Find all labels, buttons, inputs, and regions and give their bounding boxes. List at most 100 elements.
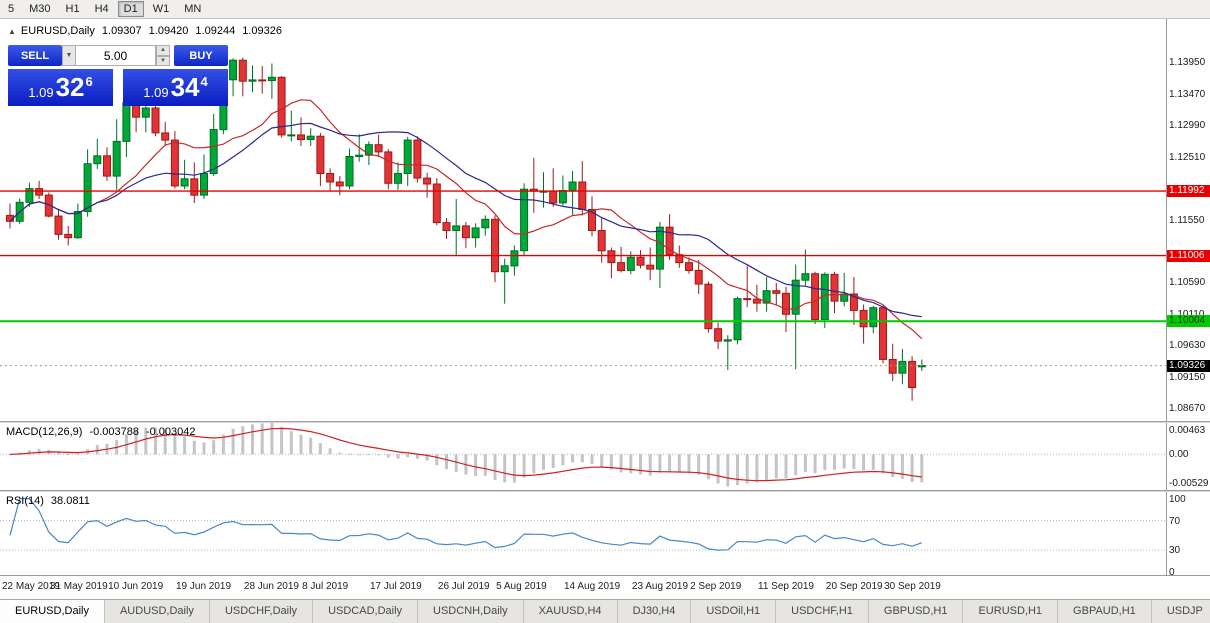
candle bbox=[704, 281, 713, 333]
timeframe-button-mn[interactable]: MN bbox=[184, 3, 202, 15]
resistance-upper-price-label: 1.11992 bbox=[1167, 185, 1210, 198]
symbol-tab-gbpusd-h1[interactable]: GBPUSD,H1 bbox=[869, 600, 964, 623]
rsi-plot: RSI(14) 38.0811 bbox=[0, 492, 1166, 575]
symbol-tab-usdcad-daily[interactable]: USDCAD,Daily bbox=[313, 600, 419, 623]
price-tick: 1.12510 bbox=[1169, 151, 1206, 163]
timeframe-button-d1[interactable]: D1 bbox=[117, 1, 144, 17]
candle bbox=[161, 121, 170, 146]
candle bbox=[335, 176, 344, 196]
candle bbox=[869, 305, 878, 334]
macd-svg bbox=[0, 423, 1166, 487]
date-label: 23 Aug 2019 bbox=[631, 581, 689, 592]
lot-size-input[interactable] bbox=[76, 45, 156, 66]
candle bbox=[481, 215, 490, 236]
candle bbox=[772, 282, 781, 305]
symbol-tab-eurusd-h1[interactable]: EURUSD,H1 bbox=[963, 600, 1059, 623]
timeframe-button-m30[interactable]: M30 bbox=[29, 3, 51, 15]
price-tick: 1.12990 bbox=[1169, 120, 1206, 132]
ma-line-sma20 bbox=[9, 122, 922, 318]
symbol-tab-gbpaud-h1[interactable]: GBPAUD,H1 bbox=[1058, 600, 1152, 623]
sell-price-big: 32 bbox=[55, 72, 85, 102]
timeframe-button-h4[interactable]: H4 bbox=[94, 3, 109, 15]
rsi-line bbox=[9, 497, 923, 551]
candle bbox=[394, 162, 402, 190]
lot-increase-button[interactable]: ▲ bbox=[156, 45, 170, 56]
candle bbox=[112, 119, 121, 190]
candle bbox=[442, 218, 451, 239]
macd-splitter[interactable] bbox=[0, 421, 1210, 423]
buy-button[interactable]: BUY bbox=[174, 45, 228, 66]
sell-button[interactable]: SELL bbox=[8, 45, 62, 66]
current-price-label: 1.09326 bbox=[1167, 359, 1210, 372]
candle bbox=[607, 247, 616, 279]
symbol-tab-audusd-daily[interactable]: AUDUSD,Daily bbox=[105, 600, 210, 623]
ohlc-close: 1.09326 bbox=[242, 25, 282, 37]
date-label: 5 Aug 2019 bbox=[496, 581, 547, 592]
main-plot[interactable]: ▲ EURUSD,Daily 1.09307 1.09420 1.09244 1… bbox=[0, 19, 1166, 421]
candle bbox=[267, 63, 276, 99]
lot-decrease-button[interactable]: ▼ bbox=[156, 55, 170, 66]
macd-tick: 0.00 bbox=[1169, 449, 1189, 461]
rsi-axis: 100 70 30 0 bbox=[1166, 492, 1210, 575]
candle bbox=[432, 178, 441, 226]
candle bbox=[743, 265, 752, 308]
price-tick: 1.13470 bbox=[1169, 88, 1206, 100]
candle bbox=[461, 222, 470, 249]
date-label: 31 May 2019 bbox=[49, 581, 108, 592]
symbol-tab-dj30-h4[interactable]: DJ30,H4 bbox=[618, 600, 692, 623]
candle bbox=[723, 335, 732, 370]
ohlc-high: 1.09420 bbox=[148, 25, 189, 37]
sell-price-button[interactable]: 1.09 32 6 bbox=[8, 69, 113, 106]
sell-price-prefix: 1.09 bbox=[28, 84, 54, 100]
candle bbox=[364, 141, 373, 165]
candle bbox=[277, 76, 286, 138]
symbol-tab-usdcnh-daily[interactable]: USDCNH,Daily bbox=[418, 600, 524, 623]
candle bbox=[248, 65, 257, 93]
candle bbox=[297, 117, 305, 146]
candle bbox=[64, 225, 73, 246]
candle bbox=[888, 343, 897, 382]
candle bbox=[791, 264, 800, 370]
rsi-value: 38.0811 bbox=[50, 495, 90, 507]
price-tick: 1.11550 bbox=[1169, 214, 1205, 226]
candle bbox=[636, 250, 645, 269]
main-price-axis: 1.13950 1.13470 1.12990 1.12510 1.11550 1.105… bbox=[1166, 19, 1210, 421]
rsi-svg bbox=[0, 497, 1166, 551]
lot-stepper[interactable]: ▲ ▼ bbox=[156, 45, 170, 66]
candle bbox=[384, 149, 393, 190]
candle bbox=[403, 136, 412, 186]
macd-header: MACD(12,26,9) -0.003788 -0.003042 bbox=[6, 426, 196, 438]
candle bbox=[762, 277, 771, 312]
symbol-tab-usdjp[interactable]: USDJP bbox=[1152, 600, 1210, 623]
candle bbox=[811, 271, 820, 325]
macd-panel: MACD(12,26,9) -0.003788 -0.003042 0.0046… bbox=[0, 423, 1210, 490]
price-tick: 1.10110 bbox=[1169, 309, 1204, 320]
candle bbox=[73, 203, 82, 239]
candle bbox=[859, 304, 868, 344]
symbol-tab-usdchf-h1[interactable]: USDCHF,H1 bbox=[776, 600, 869, 623]
candle bbox=[908, 356, 917, 401]
candle bbox=[549, 168, 558, 207]
symbol-tab-usdchf-daily[interactable]: USDCHF,Daily bbox=[210, 600, 314, 623]
timeframe-button-h1[interactable]: H1 bbox=[65, 3, 80, 15]
symbol-tab-eurusd-daily[interactable]: EURUSD,Daily bbox=[0, 600, 105, 623]
macd-label: MACD(12,26,9) bbox=[6, 426, 83, 438]
candle bbox=[238, 57, 247, 97]
candle bbox=[258, 66, 267, 94]
candle bbox=[617, 246, 626, 273]
timeframe-button-w1[interactable]: W1 bbox=[152, 3, 170, 15]
macd-value-signal: -0.003042 bbox=[145, 426, 196, 438]
rsi-splitter[interactable] bbox=[0, 490, 1210, 492]
collapse-chart-icon[interactable]: ▲ bbox=[8, 26, 16, 36]
timeframe-button-5[interactable]: 5 bbox=[8, 3, 15, 15]
candle bbox=[93, 138, 102, 169]
lot-dropdown-button[interactable]: ▼ bbox=[62, 45, 76, 66]
symbol-tab-xauusd-h4[interactable]: XAUUSD,H4 bbox=[524, 600, 618, 623]
buy-price-button[interactable]: 1.09 34 4 bbox=[123, 69, 228, 106]
date-label: 28 Jun 2019 bbox=[243, 581, 299, 592]
price-tick: 1.09630 bbox=[1169, 340, 1206, 352]
rsi-tick: 0 bbox=[1169, 567, 1175, 575]
macd-axis: 0.00463 0.00 -0.00529 bbox=[1166, 423, 1210, 490]
symbol-tab-usdoil-h1[interactable]: USDOil,H1 bbox=[691, 600, 777, 623]
candle bbox=[849, 277, 858, 325]
